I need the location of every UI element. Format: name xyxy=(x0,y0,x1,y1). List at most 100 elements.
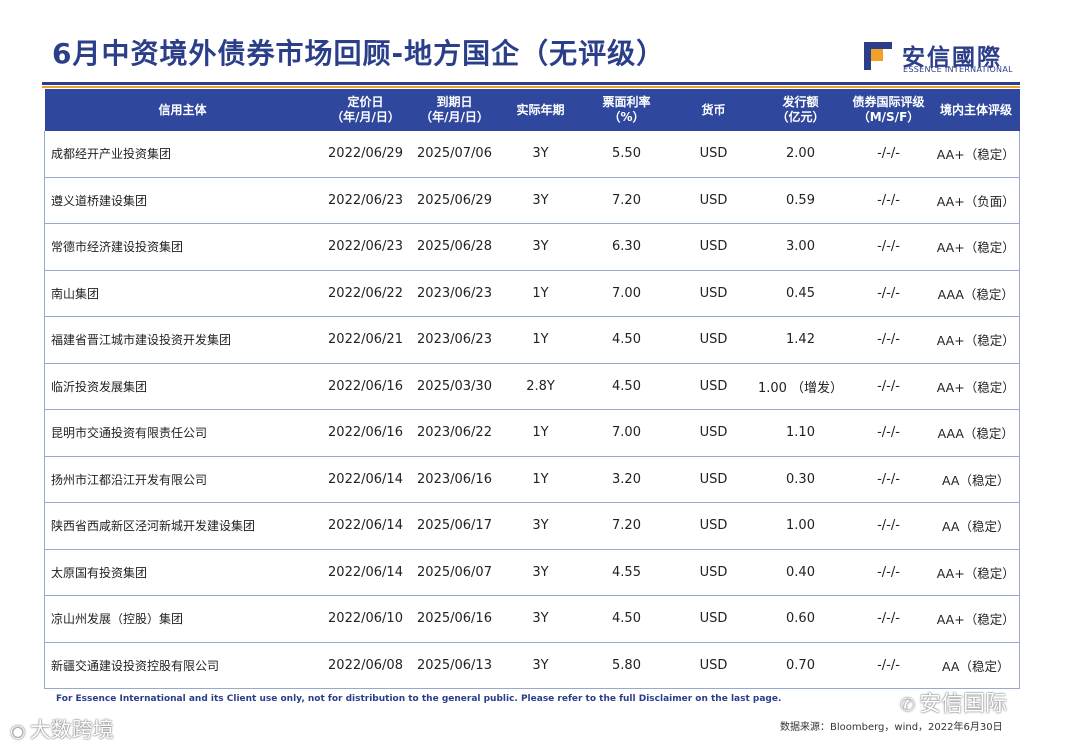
column-header-label: 定价日 xyxy=(347,95,384,109)
cell-intl-rating: -/-/- xyxy=(844,363,933,410)
cell-amount: 1.42 xyxy=(756,316,845,364)
data-source-note: 数据来源：Bloomberg，wind，2022年6月30日 xyxy=(780,722,1003,733)
cell-domestic-rating: AAA（稳定） xyxy=(932,270,1020,317)
table-row: 昆明市交通投资有限责任公司 2022/06/16 2023/06/22 1Y 7.00 U… xyxy=(44,409,1020,457)
cell-maturity-date: 2025/03/30 xyxy=(410,363,499,410)
cell-intl-rating: -/-/- xyxy=(844,316,933,364)
cell-intl-rating: -/-/- xyxy=(844,595,933,643)
cell-intl-rating: -/-/- xyxy=(844,177,933,224)
cell-maturity-date: 2025/06/28 xyxy=(410,223,499,271)
watermark-left-text: 大数跨境 xyxy=(29,718,114,742)
table-header-row: 信用主体 定价日 （年/月/日） 到期日 （年/月/日） 实际年期 票面利率 （%） 货币 发行额… xyxy=(44,89,1020,131)
cell-maturity-date: 2025/06/17 xyxy=(410,502,499,550)
cell-coupon: 6.30 xyxy=(582,223,671,271)
cell-currency: USD xyxy=(670,409,757,457)
cell-tenor: 3Y xyxy=(498,549,583,596)
cell-maturity-date: 2023/06/16 xyxy=(410,456,499,503)
table-row: 扬州市江都沿江开发有限公司 2022/06/14 2023/06/16 1Y 3.20 U… xyxy=(44,456,1020,503)
cell-pricing-date: 2022/06/14 xyxy=(320,456,411,503)
header-rule-orange xyxy=(42,86,1020,88)
cell-issuer: 成都经开产业投资集团 xyxy=(44,131,321,178)
cell-amount: 0.40 xyxy=(756,549,845,596)
bond-issuance-table: 信用主体 定价日 （年/月/日） 到期日 （年/月/日） 实际年期 票面利率 （%） 货币 发行额… xyxy=(44,89,1020,689)
cell-domestic-rating: AA（稳定） xyxy=(932,642,1020,689)
cell-tenor: 3Y xyxy=(498,223,583,271)
cell-issuer: 临沂投资发展集团 xyxy=(44,363,321,410)
cell-pricing-date: 2022/06/23 xyxy=(320,177,411,224)
cell-maturity-date: 2025/06/13 xyxy=(410,642,499,689)
cell-pricing-date: 2022/06/10 xyxy=(320,595,411,643)
cell-amount: 1.00 （增发） xyxy=(756,363,845,410)
cell-domestic-rating: AA（稳定） xyxy=(932,456,1020,503)
cell-pricing-date: 2022/06/16 xyxy=(320,363,411,410)
cell-domestic-rating: AA+（稳定） xyxy=(932,549,1020,596)
cell-amount: 0.60 xyxy=(756,595,845,643)
cell-pricing-date: 2022/06/16 xyxy=(320,409,411,457)
disclaimer-text: For Essence International and its Client… xyxy=(56,694,782,704)
cell-coupon: 4.50 xyxy=(582,363,671,410)
table-row: 凉山州发展（控股）集团 2022/06/10 2025/06/16 3Y 4.50 USD… xyxy=(44,595,1020,643)
cell-domestic-rating: AA+（负面） xyxy=(932,177,1020,224)
column-header-unit: （亿元） xyxy=(776,110,825,124)
cell-intl-rating: -/-/- xyxy=(844,549,933,596)
cell-intl-rating: -/-/- xyxy=(844,642,933,689)
cell-coupon: 5.80 xyxy=(582,642,671,689)
column-header-intl-rating: 债券国际评级 （M/S/F） xyxy=(844,89,933,131)
column-header-label: 发行额 xyxy=(782,95,819,109)
cell-amount: 0.70 xyxy=(756,642,845,689)
cell-tenor: 1Y xyxy=(498,270,583,317)
cell-domestic-rating: AA（稳定） xyxy=(932,502,1020,550)
cell-domestic-rating: AA+（稳定） xyxy=(932,223,1020,271)
cell-intl-rating: -/-/- xyxy=(844,409,933,457)
cell-maturity-date: 2023/06/23 xyxy=(410,316,499,364)
cell-coupon: 4.55 xyxy=(582,549,671,596)
cell-maturity-date: 2025/07/06 xyxy=(410,131,499,178)
column-header-pricing-date: 定价日 （年/月/日） xyxy=(320,89,411,131)
table-row: 太原国有投资集团 2022/06/14 2025/06/07 3Y 4.55 USD 0.4… xyxy=(44,549,1020,596)
cell-pricing-date: 2022/06/08 xyxy=(320,642,411,689)
column-header-unit: （年/月/日） xyxy=(331,110,400,124)
cell-issuer: 南山集团 xyxy=(44,270,321,317)
cell-issuer: 凉山州发展（控股）集团 xyxy=(44,595,321,643)
cell-issuer: 陕西省西咸新区泾河新城开发建设集团 xyxy=(44,502,321,550)
cell-coupon: 4.50 xyxy=(582,316,671,364)
weibo-icon: ◉ xyxy=(10,721,26,742)
watermark-left: ◉ 大数跨境 xyxy=(10,714,114,744)
column-header-label: 货币 xyxy=(701,102,726,117)
cell-pricing-date: 2022/06/23 xyxy=(320,223,411,271)
cell-domestic-rating: AA+（稳定） xyxy=(932,363,1020,410)
cell-tenor: 1Y xyxy=(498,316,583,364)
column-header-label: 境内主体评级 xyxy=(939,102,1012,117)
logo-chinese-name: 安信國際 xyxy=(902,45,1002,71)
cell-tenor: 3Y xyxy=(498,502,583,550)
table-row: 南山集团 2022/06/22 2023/06/23 1Y 7.00 USD 0.45 -/-… xyxy=(44,270,1020,317)
cell-issuer: 新疆交通建设投资控股有限公司 xyxy=(44,642,321,689)
column-header-label: 信用主体 xyxy=(158,102,207,117)
table-row: 遵义道桥建设集团 2022/06/23 2025/06/29 3Y 7.20 USD 0.5… xyxy=(44,177,1020,224)
cell-currency: USD xyxy=(670,595,757,643)
table-row: 成都经开产业投资集团 2022/06/29 2025/07/06 3Y 5.50 USD 2… xyxy=(44,131,1020,178)
cell-issuer: 扬州市江都沿江开发有限公司 xyxy=(44,456,321,503)
table-row: 常德市经济建设投资集团 2022/06/23 2025/06/28 3Y 6.30 USD… xyxy=(44,223,1020,271)
cell-currency: USD xyxy=(670,270,757,317)
cell-maturity-date: 2025/06/29 xyxy=(410,177,499,224)
cell-issuer: 昆明市交通投资有限责任公司 xyxy=(44,409,321,457)
table-row: 临沂投资发展集团 2022/06/16 2025/03/30 2.8Y 4.50 USD 1… xyxy=(44,363,1020,410)
wechat-icon: ✆ xyxy=(900,695,916,716)
watermark-right-text: 安信国际 xyxy=(919,692,1008,717)
cell-pricing-date: 2022/06/21 xyxy=(320,316,411,364)
column-header-amount: 发行额 （亿元） xyxy=(756,89,845,131)
column-header-tenor: 实际年期 xyxy=(498,89,583,131)
cell-issuer: 太原国有投资集团 xyxy=(44,549,321,596)
page-title: 6月中资境外债券市场回顾-地方国企（无评级） xyxy=(52,37,666,70)
column-header-label: 债券国际评级 xyxy=(852,95,925,109)
cell-currency: USD xyxy=(670,131,757,178)
cell-intl-rating: -/-/- xyxy=(844,502,933,550)
cell-amount: 1.00 xyxy=(756,502,845,550)
cell-amount: 1.10 xyxy=(756,409,845,457)
cell-tenor: 1Y xyxy=(498,456,583,503)
cell-currency: USD xyxy=(670,177,757,224)
cell-currency: USD xyxy=(670,642,757,689)
cell-tenor: 3Y xyxy=(498,177,583,224)
cell-pricing-date: 2022/06/22 xyxy=(320,270,411,317)
